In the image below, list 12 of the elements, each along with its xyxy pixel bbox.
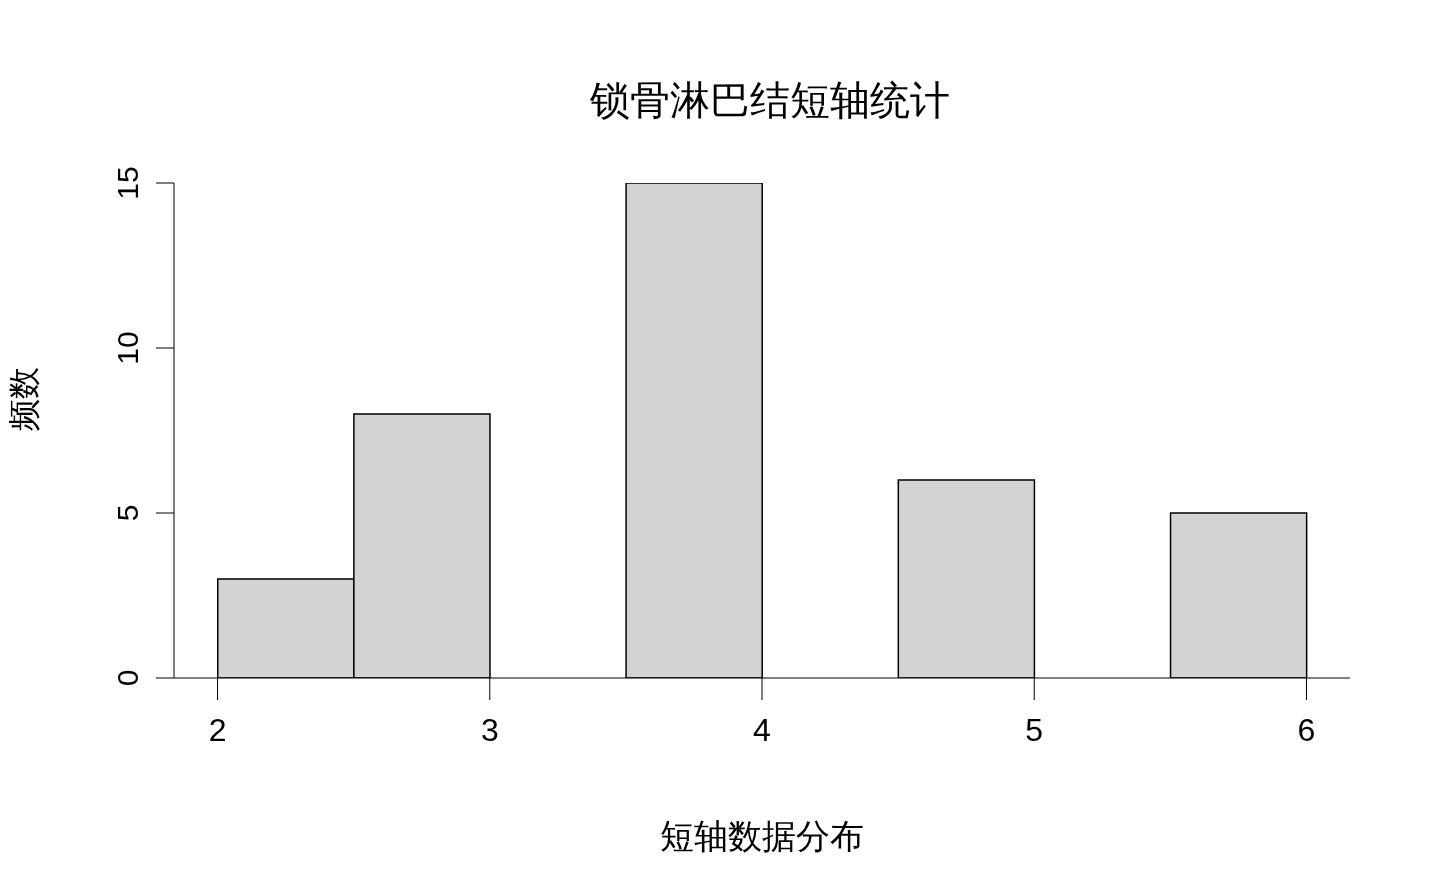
x-tick-label: 4 [753,711,771,748]
x-tick-label: 5 [1025,711,1044,748]
chart-title: 锁骨淋巴结短轴统计 [589,76,951,125]
y-tick-label: 5 [111,504,144,522]
y-tick-label: 15 [111,166,144,200]
y-axis-title: 频数 [5,366,44,431]
x-tick-label: 2 [208,711,227,748]
x-tick-label: 6 [1297,711,1316,748]
y-tick-label: 10 [111,331,144,365]
x-axis-title: 短轴数据分布 [660,816,864,856]
x-tick-label: 3 [480,711,499,748]
y-tick-label: 0 [111,669,144,687]
